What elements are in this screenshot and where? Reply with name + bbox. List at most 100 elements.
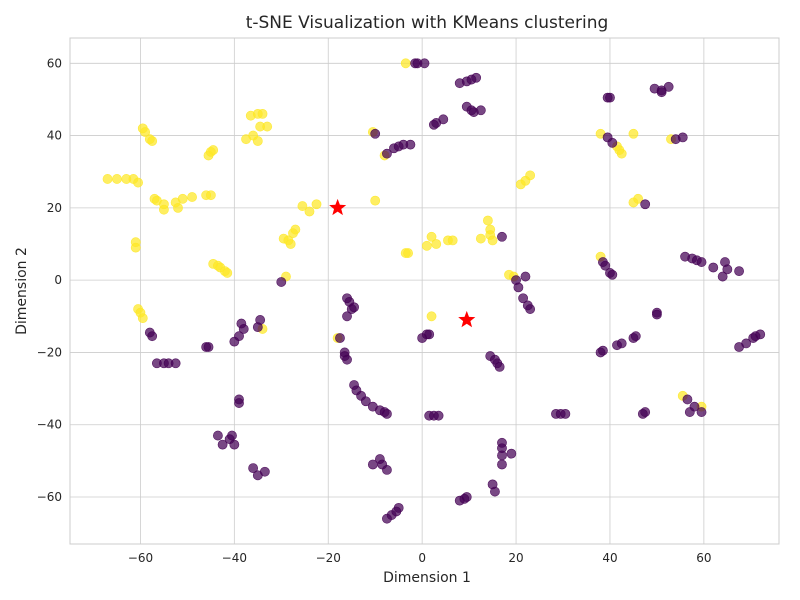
data-point-cluster-0: [234, 331, 244, 342]
data-point-cluster-1: [447, 235, 458, 246]
data-points: [102, 58, 766, 524]
data-point-cluster-1: [137, 313, 148, 324]
data-point-cluster-0: [236, 318, 247, 329]
data-point-cluster-1: [262, 121, 273, 132]
data-point-cluster-1: [403, 248, 413, 258]
data-point-cluster-1: [140, 127, 151, 137]
x-tick-label: 60: [696, 551, 711, 565]
data-point-cluster-0: [203, 342, 214, 352]
data-point-cluster-0: [630, 331, 641, 342]
data-point-cluster-1: [205, 190, 216, 201]
data-point-cluster-0: [147, 331, 158, 342]
data-point-cluster-0: [433, 410, 444, 421]
y-tick-label: 40: [47, 129, 62, 143]
data-point-cluster-0: [520, 271, 531, 282]
data-point-cluster-0: [490, 486, 500, 497]
data-point-cluster-1: [252, 136, 263, 146]
data-point-cluster-0: [600, 260, 611, 271]
data-point-cluster-1: [147, 136, 158, 146]
data-point-cluster-1: [222, 268, 233, 278]
y-tick-label: −20: [37, 345, 62, 359]
data-point-cluster-0: [513, 282, 524, 293]
data-point-cluster-1: [130, 237, 141, 248]
data-point-cluster-0: [722, 264, 733, 275]
data-point-cluster-1: [487, 235, 498, 246]
data-point-cluster-0: [640, 407, 651, 417]
data-point-cluster-0: [696, 407, 707, 417]
data-point-cluster-0: [663, 81, 674, 92]
data-point-cluster-1: [400, 58, 411, 69]
data-point-cluster-0: [506, 448, 517, 459]
data-point-cluster-0: [605, 92, 615, 103]
data-point-cluster-1: [102, 174, 113, 184]
data-point-cluster-0: [393, 502, 404, 513]
data-point-cluster-0: [229, 439, 240, 450]
data-point-cluster-1: [187, 192, 197, 202]
data-point-cluster-0: [259, 466, 270, 477]
data-point-cluster-1: [257, 109, 268, 119]
data-point-cluster-1: [370, 195, 381, 206]
data-point-cluster-0: [525, 304, 536, 314]
data-point-cluster-0: [342, 354, 352, 365]
data-point-cluster-0: [370, 128, 381, 139]
data-point-cluster-0: [170, 358, 181, 369]
data-point-cluster-0: [607, 137, 618, 148]
tick-labels: −60 −40 −20 0 20 40 60 −60 −40 −20 0 20 40 60: [37, 56, 712, 565]
data-point-cluster-0: [213, 430, 223, 441]
data-point-cluster-0: [248, 463, 259, 473]
data-point-cluster-0: [255, 315, 266, 325]
data-point-cluster-1: [431, 239, 442, 249]
x-tick-label: 20: [508, 551, 523, 565]
data-point-cluster-1: [633, 193, 644, 204]
x-tick-label: −20: [316, 551, 341, 565]
data-point-cluster-0: [607, 269, 618, 280]
data-point-cluster-0: [741, 338, 752, 349]
cluster-centroids: [329, 198, 476, 328]
data-point-cluster-0: [497, 450, 507, 461]
data-point-cluster-0: [382, 148, 392, 159]
y-tick-label: 60: [47, 56, 62, 70]
plot-area-frame: [69, 37, 780, 545]
data-point-cluster-0: [616, 338, 627, 349]
data-point-cluster-0: [497, 231, 507, 242]
data-point-cluster-1: [311, 199, 322, 210]
data-point-cluster-1: [304, 206, 315, 217]
data-point-cluster-0: [227, 430, 237, 441]
data-point-cluster-1: [297, 201, 308, 211]
data-point-cluster-1: [290, 224, 301, 235]
x-tick-label: 0: [418, 551, 426, 565]
data-point-cluster-1: [482, 215, 493, 226]
data-point-cluster-0: [598, 345, 608, 356]
data-point-cluster-0: [349, 302, 359, 313]
data-point-cluster-1: [112, 174, 122, 184]
grid: [70, 38, 779, 544]
x-axis-label: Dimension 1: [383, 570, 471, 586]
data-point-cluster-0: [696, 257, 707, 267]
data-point-cluster-0: [708, 262, 719, 273]
x-tick-label: 40: [602, 551, 617, 565]
data-point-cluster-0: [360, 396, 371, 407]
data-point-cluster-0: [419, 58, 430, 69]
y-tick-label: −40: [37, 418, 62, 432]
y-axis-label: Dimension 2: [14, 247, 30, 335]
y-tick-label: −60: [37, 490, 62, 504]
data-point-cluster-0: [471, 72, 482, 83]
data-point-cluster-0: [677, 132, 688, 143]
data-point-cluster-0: [217, 439, 228, 450]
y-tick-label: 0: [54, 273, 62, 287]
chart-title: t-SNE Visualization with KMeans clusteri…: [246, 13, 609, 33]
data-point-cluster-1: [173, 202, 183, 213]
data-point-cluster-1: [133, 177, 143, 188]
data-point-cluster-0: [382, 465, 392, 475]
data-point-cluster-0: [682, 394, 693, 405]
data-point-cluster-0: [518, 293, 529, 304]
data-point-cluster-0: [734, 266, 744, 277]
data-point-cluster-0: [475, 105, 486, 116]
data-point-cluster-0: [652, 309, 662, 320]
data-point-cluster-0: [560, 408, 571, 419]
data-point-cluster-0: [494, 361, 505, 372]
data-point-cluster-0: [438, 114, 449, 125]
data-point-cluster-1: [421, 240, 432, 251]
